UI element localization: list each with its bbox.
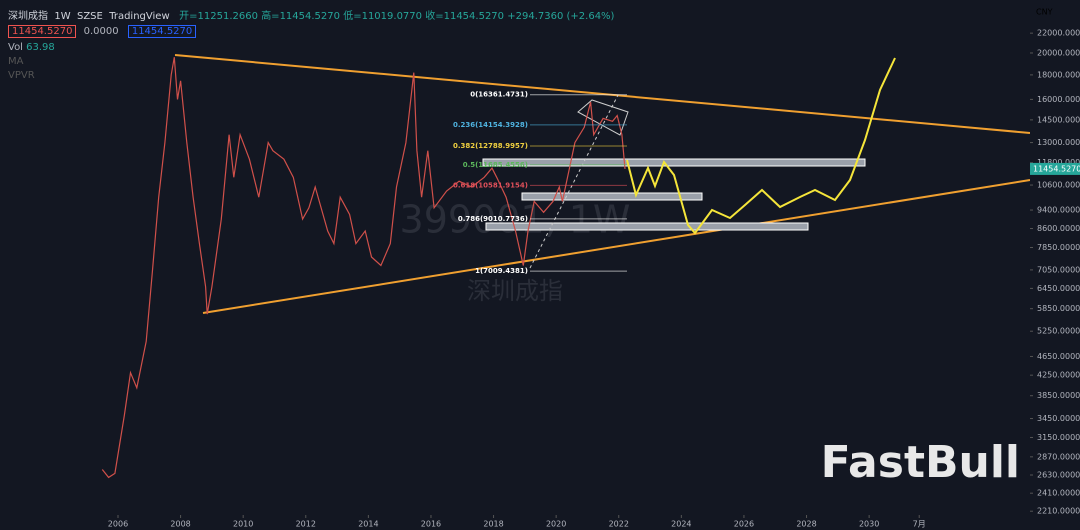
y-tick-label: 5850.0000 bbox=[1037, 304, 1080, 313]
x-tick-label: 2026 bbox=[734, 520, 754, 529]
source: TradingView bbox=[109, 11, 170, 22]
vol-label: Vol bbox=[8, 42, 23, 53]
y-tick-label: 4650.0000 bbox=[1037, 352, 1080, 361]
y-tick-label: 4250.0000 bbox=[1037, 371, 1080, 380]
vol-value: 63.98 bbox=[26, 42, 55, 53]
header: 深圳成指 1W SZSE TradingView 开=11251.2660 高=… bbox=[8, 7, 614, 22]
price-line bbox=[101, 57, 626, 479]
y-tick-label: 2630.0000 bbox=[1037, 471, 1080, 480]
zone bbox=[485, 222, 809, 231]
y-tick-label: 3450.0000 bbox=[1037, 414, 1080, 423]
x-tick-label: 2014 bbox=[358, 520, 378, 529]
fib-label: 0.382(12788.9957) bbox=[453, 142, 528, 150]
x-tick-label: 2028 bbox=[796, 520, 816, 529]
close: 收=11454.5270 bbox=[425, 11, 505, 22]
x-tick-label: 2022 bbox=[609, 520, 629, 529]
high: 高=11454.5270 bbox=[261, 11, 341, 22]
open: 开=11251.2660 bbox=[179, 11, 258, 22]
y-tick-label: 3150.0000 bbox=[1037, 433, 1080, 442]
currency: CNY bbox=[1036, 8, 1053, 17]
vol: Vol 63.98 bbox=[8, 42, 55, 53]
x-tick-label: 2012 bbox=[296, 520, 316, 529]
y-tick-label: 7050.0000 bbox=[1037, 265, 1080, 274]
interval: 1W bbox=[54, 11, 71, 22]
fib-label: 1(7009.4381) bbox=[475, 267, 528, 275]
y-tick-label: 8600.0000 bbox=[1037, 224, 1080, 233]
x-tick-label: 2016 bbox=[421, 520, 441, 529]
y-tick-label: 7850.0000 bbox=[1037, 243, 1080, 252]
fib-anchor bbox=[529, 94, 619, 269]
x-tick-label: 7月 bbox=[913, 520, 926, 529]
y-tick-label: 22000.0000 bbox=[1037, 29, 1080, 38]
y-tick-label: 20000.0000 bbox=[1037, 48, 1080, 57]
projection bbox=[626, 57, 896, 235]
y-tick-label: 6450.0000 bbox=[1037, 284, 1080, 293]
low: 低=11019.0770 bbox=[343, 11, 423, 22]
zone bbox=[521, 192, 703, 201]
y-tick-label: 13000.0000 bbox=[1037, 138, 1080, 147]
fib-label: 0.5(11685.4556) bbox=[463, 161, 528, 169]
x-tick-label: 2010 bbox=[233, 520, 253, 529]
fib-label: 0.618(10581.9154) bbox=[453, 181, 528, 189]
vpvr[interactable]: VPVR bbox=[8, 70, 35, 81]
last-price-label: 11454.5270 bbox=[1033, 164, 1080, 173]
x-tick-label: 2006 bbox=[108, 520, 128, 529]
quote-boxes: 11454.5270 0.0000 11454.5270 bbox=[8, 25, 200, 38]
y-tick-label: 5250.0000 bbox=[1037, 327, 1080, 336]
ask[interactable]: 11454.5270 bbox=[127, 25, 197, 38]
y-tick-label: 18000.0000 bbox=[1037, 70, 1080, 79]
fib-label: 0(16361.4731) bbox=[470, 91, 528, 99]
trendline bbox=[174, 54, 1031, 134]
x-tick-label: 2020 bbox=[546, 520, 566, 529]
x-tick-label: 2018 bbox=[483, 520, 503, 529]
time-axis bbox=[0, 515, 1030, 530]
y-tick-label: 3850.0000 bbox=[1037, 391, 1080, 400]
y-tick-label: 10600.0000 bbox=[1037, 181, 1080, 190]
change: +294.7360 (+2.64%) bbox=[507, 11, 615, 22]
y-tick-label: 2410.0000 bbox=[1037, 489, 1080, 498]
triangle bbox=[577, 99, 629, 136]
watermark-code: 399001, 1W bbox=[400, 198, 631, 242]
ma[interactable]: MA bbox=[8, 56, 24, 67]
y-tick-label: 16000.0000 bbox=[1037, 95, 1080, 104]
exchange: SZSE bbox=[76, 11, 103, 22]
last-price-tag bbox=[1030, 162, 1080, 175]
y-tick-label: 14500.0000 bbox=[1037, 115, 1080, 124]
y-tick-label: 2210.0000 bbox=[1037, 507, 1080, 516]
zone bbox=[482, 158, 866, 167]
y-tick-label: 11800.0000 bbox=[1037, 158, 1080, 167]
x-tick-label: 2030 bbox=[859, 520, 879, 529]
watermark-name: 深圳成指 bbox=[467, 277, 563, 305]
fib-label: 0.236(14154.3928) bbox=[453, 121, 528, 129]
x-tick-label: 2024 bbox=[671, 520, 691, 529]
trendline bbox=[202, 179, 1031, 314]
logo: FastBull bbox=[821, 437, 1020, 488]
fib-label: 0.786(9010.7736) bbox=[458, 215, 528, 223]
y-tick-label: 9400.0000 bbox=[1037, 206, 1080, 215]
price-axis bbox=[1030, 0, 1080, 530]
bid[interactable]: 11454.5270 bbox=[8, 25, 77, 38]
symbol: 深圳成指 bbox=[8, 11, 48, 22]
x-tick-label: 2008 bbox=[170, 520, 190, 529]
y-tick-label: 2870.0000 bbox=[1037, 452, 1080, 461]
spread: 0.0000 bbox=[83, 26, 119, 37]
